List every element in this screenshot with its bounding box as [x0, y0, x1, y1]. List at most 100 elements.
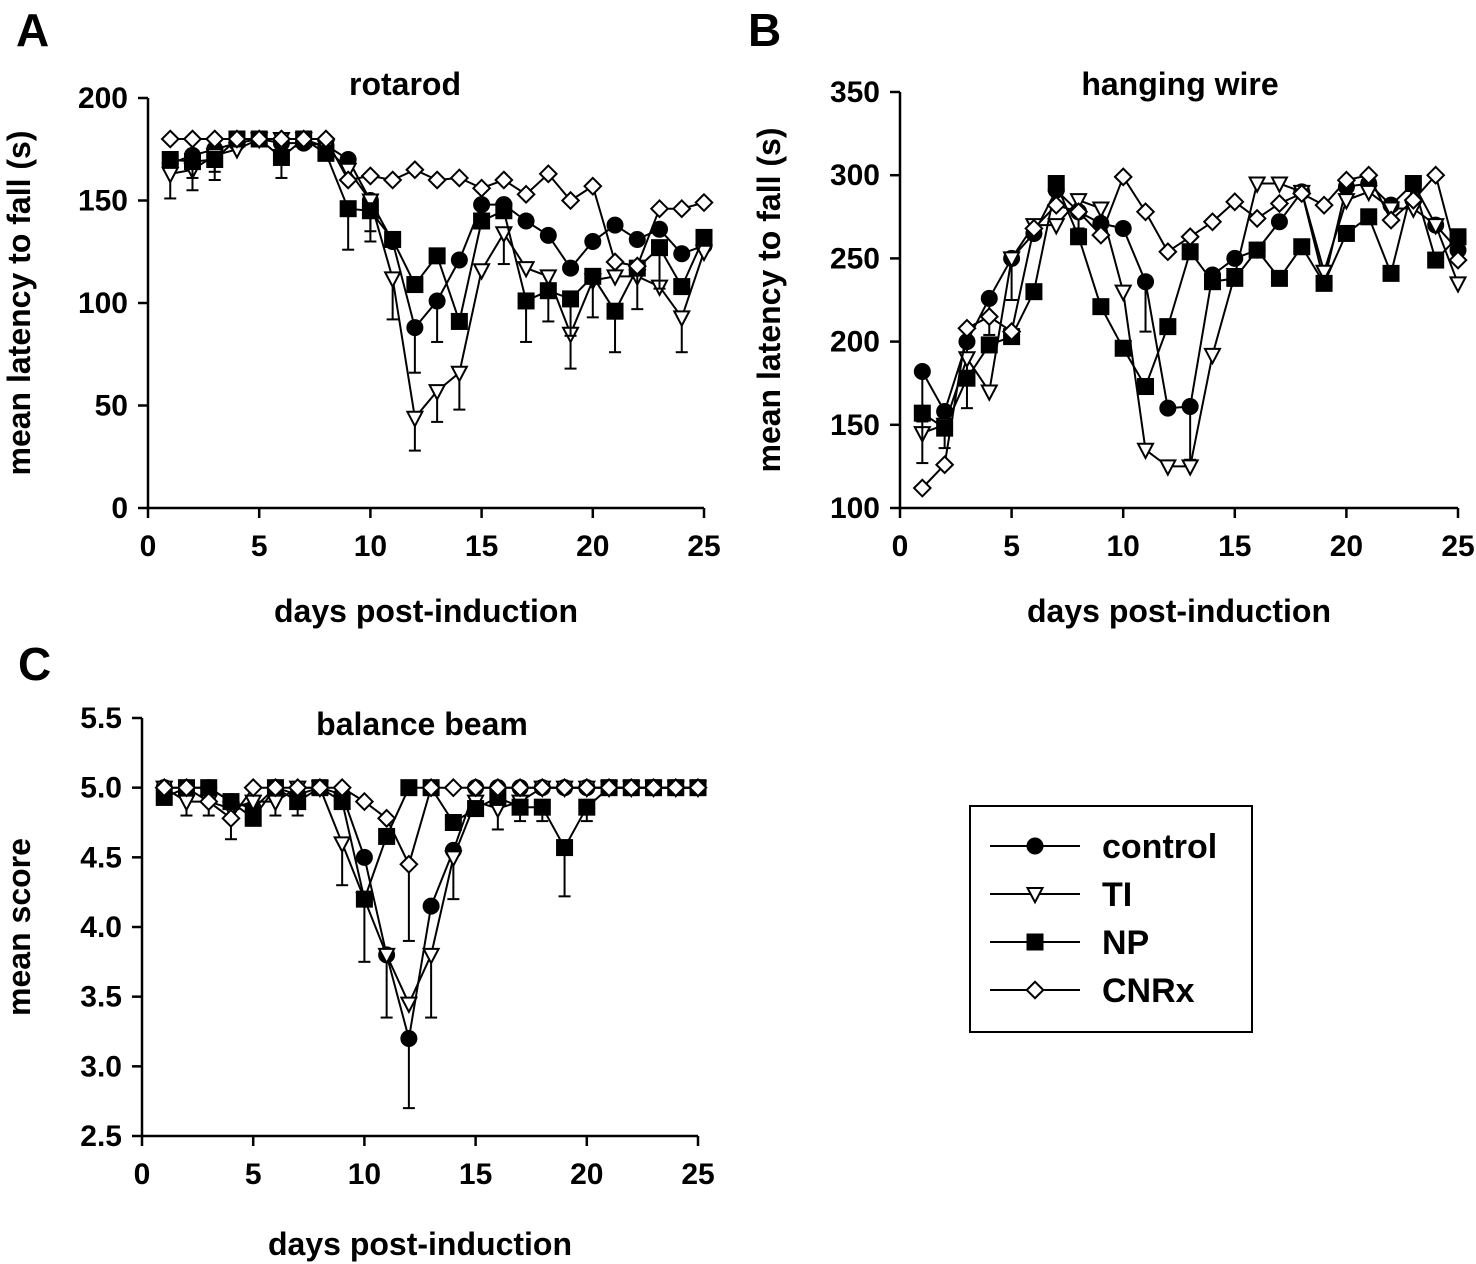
- data-point: [516, 261, 536, 279]
- data-point: [539, 269, 558, 287]
- data-point: [1181, 459, 1200, 477]
- data-point: [421, 778, 441, 798]
- data-point: [1137, 273, 1155, 291]
- series-cnrx: [154, 778, 708, 942]
- data-point: [1448, 276, 1468, 294]
- series-np: [155, 779, 707, 908]
- data-point: [1225, 192, 1245, 212]
- data-point: [511, 798, 529, 816]
- data-point: [427, 170, 447, 190]
- data-point: [577, 778, 597, 798]
- data-point: [934, 455, 955, 475]
- data-point: [1226, 269, 1244, 287]
- data-point: [584, 267, 602, 285]
- legend-label: NP: [1102, 924, 1149, 962]
- data-point: [538, 164, 558, 184]
- data-point: [1180, 227, 1200, 247]
- panel-label-c: C: [18, 638, 51, 690]
- legend-marker: [1026, 933, 1044, 951]
- data-point: [243, 778, 263, 798]
- data-point: [599, 778, 619, 798]
- data-point: [1270, 176, 1289, 194]
- data-point: [1426, 218, 1445, 236]
- y-tick-label: 3.0: [80, 1050, 122, 1083]
- data-point: [1292, 183, 1312, 204]
- data-point: [936, 419, 954, 437]
- data-point: [160, 129, 180, 149]
- y-axis-label: mean score: [1, 838, 37, 1016]
- x-tick-label: 15: [459, 1158, 492, 1191]
- data-point: [244, 809, 262, 827]
- data-point: [338, 170, 358, 190]
- legend-marker: [1026, 837, 1044, 855]
- data-point: [1382, 264, 1400, 282]
- legend: control TI NP CNRx: [969, 805, 1253, 1033]
- data-point: [1159, 318, 1177, 336]
- data-point: [182, 129, 203, 149]
- data-point: [161, 166, 180, 185]
- data-point: [1002, 251, 1021, 269]
- data-point: [494, 170, 514, 190]
- data-point: [560, 190, 581, 211]
- data-point: [1024, 218, 1044, 239]
- data-point: [539, 282, 557, 300]
- data-point: [450, 251, 468, 269]
- data-point: [1359, 165, 1379, 185]
- data-point: [376, 808, 397, 828]
- data-point: [1114, 219, 1132, 237]
- series-control: [155, 779, 707, 1110]
- data-point: [979, 306, 999, 327]
- x-tick-label: 20: [576, 530, 609, 563]
- data-point: [672, 199, 692, 219]
- legend-label: CNRx: [1102, 972, 1195, 1010]
- data-point: [1114, 339, 1132, 357]
- data-point: [206, 151, 224, 168]
- y-tick-label: 300: [830, 159, 880, 192]
- data-point: [673, 278, 691, 296]
- data-point: [406, 276, 424, 294]
- data-point: [1427, 251, 1445, 269]
- legend-item-control: control: [990, 828, 1217, 866]
- data-point: [471, 178, 492, 198]
- data-point: [649, 199, 670, 219]
- data-point: [1404, 175, 1422, 193]
- data-point: [428, 292, 446, 310]
- series-line: [164, 786, 698, 868]
- data-point: [422, 897, 440, 915]
- data-point: [383, 271, 402, 289]
- data-point: [1270, 213, 1288, 231]
- y-axis-label: mean latency to fall (s): [751, 128, 787, 473]
- data-point: [428, 247, 446, 265]
- data-point: [361, 193, 380, 211]
- data-point: [406, 319, 424, 337]
- x-tick-label: 20: [1330, 530, 1363, 563]
- chart-title: hanging wire: [1081, 66, 1278, 102]
- data-point: [421, 947, 441, 966]
- data-point: [384, 230, 402, 248]
- data-point: [673, 245, 691, 263]
- data-point: [1181, 243, 1199, 261]
- data-point: [1137, 378, 1155, 396]
- data-point: [221, 808, 241, 828]
- data-point: [1091, 225, 1111, 245]
- data-point: [1070, 228, 1088, 246]
- data-point: [980, 336, 998, 354]
- data-point: [472, 263, 491, 281]
- hanging-wire-chart: 0 5 10 15 20 25 100 150 200 250 300 350 hanging wire…: [751, 66, 1475, 629]
- legend-marker: [1025, 887, 1045, 905]
- data-point: [695, 228, 713, 246]
- data-point: [1202, 212, 1223, 232]
- y-tick-label: 100: [78, 287, 128, 320]
- data-point: [1114, 284, 1133, 303]
- data-point: [382, 170, 403, 190]
- data-point: [1113, 167, 1133, 187]
- x-tick-label: 25: [681, 1158, 714, 1191]
- data-point: [405, 160, 425, 180]
- data-point: [1091, 201, 1111, 219]
- data-point: [154, 778, 174, 798]
- data-point: [606, 302, 624, 320]
- data-point: [227, 129, 247, 149]
- data-point: [495, 202, 513, 220]
- data-point: [1315, 274, 1333, 292]
- data-point: [1426, 165, 1446, 185]
